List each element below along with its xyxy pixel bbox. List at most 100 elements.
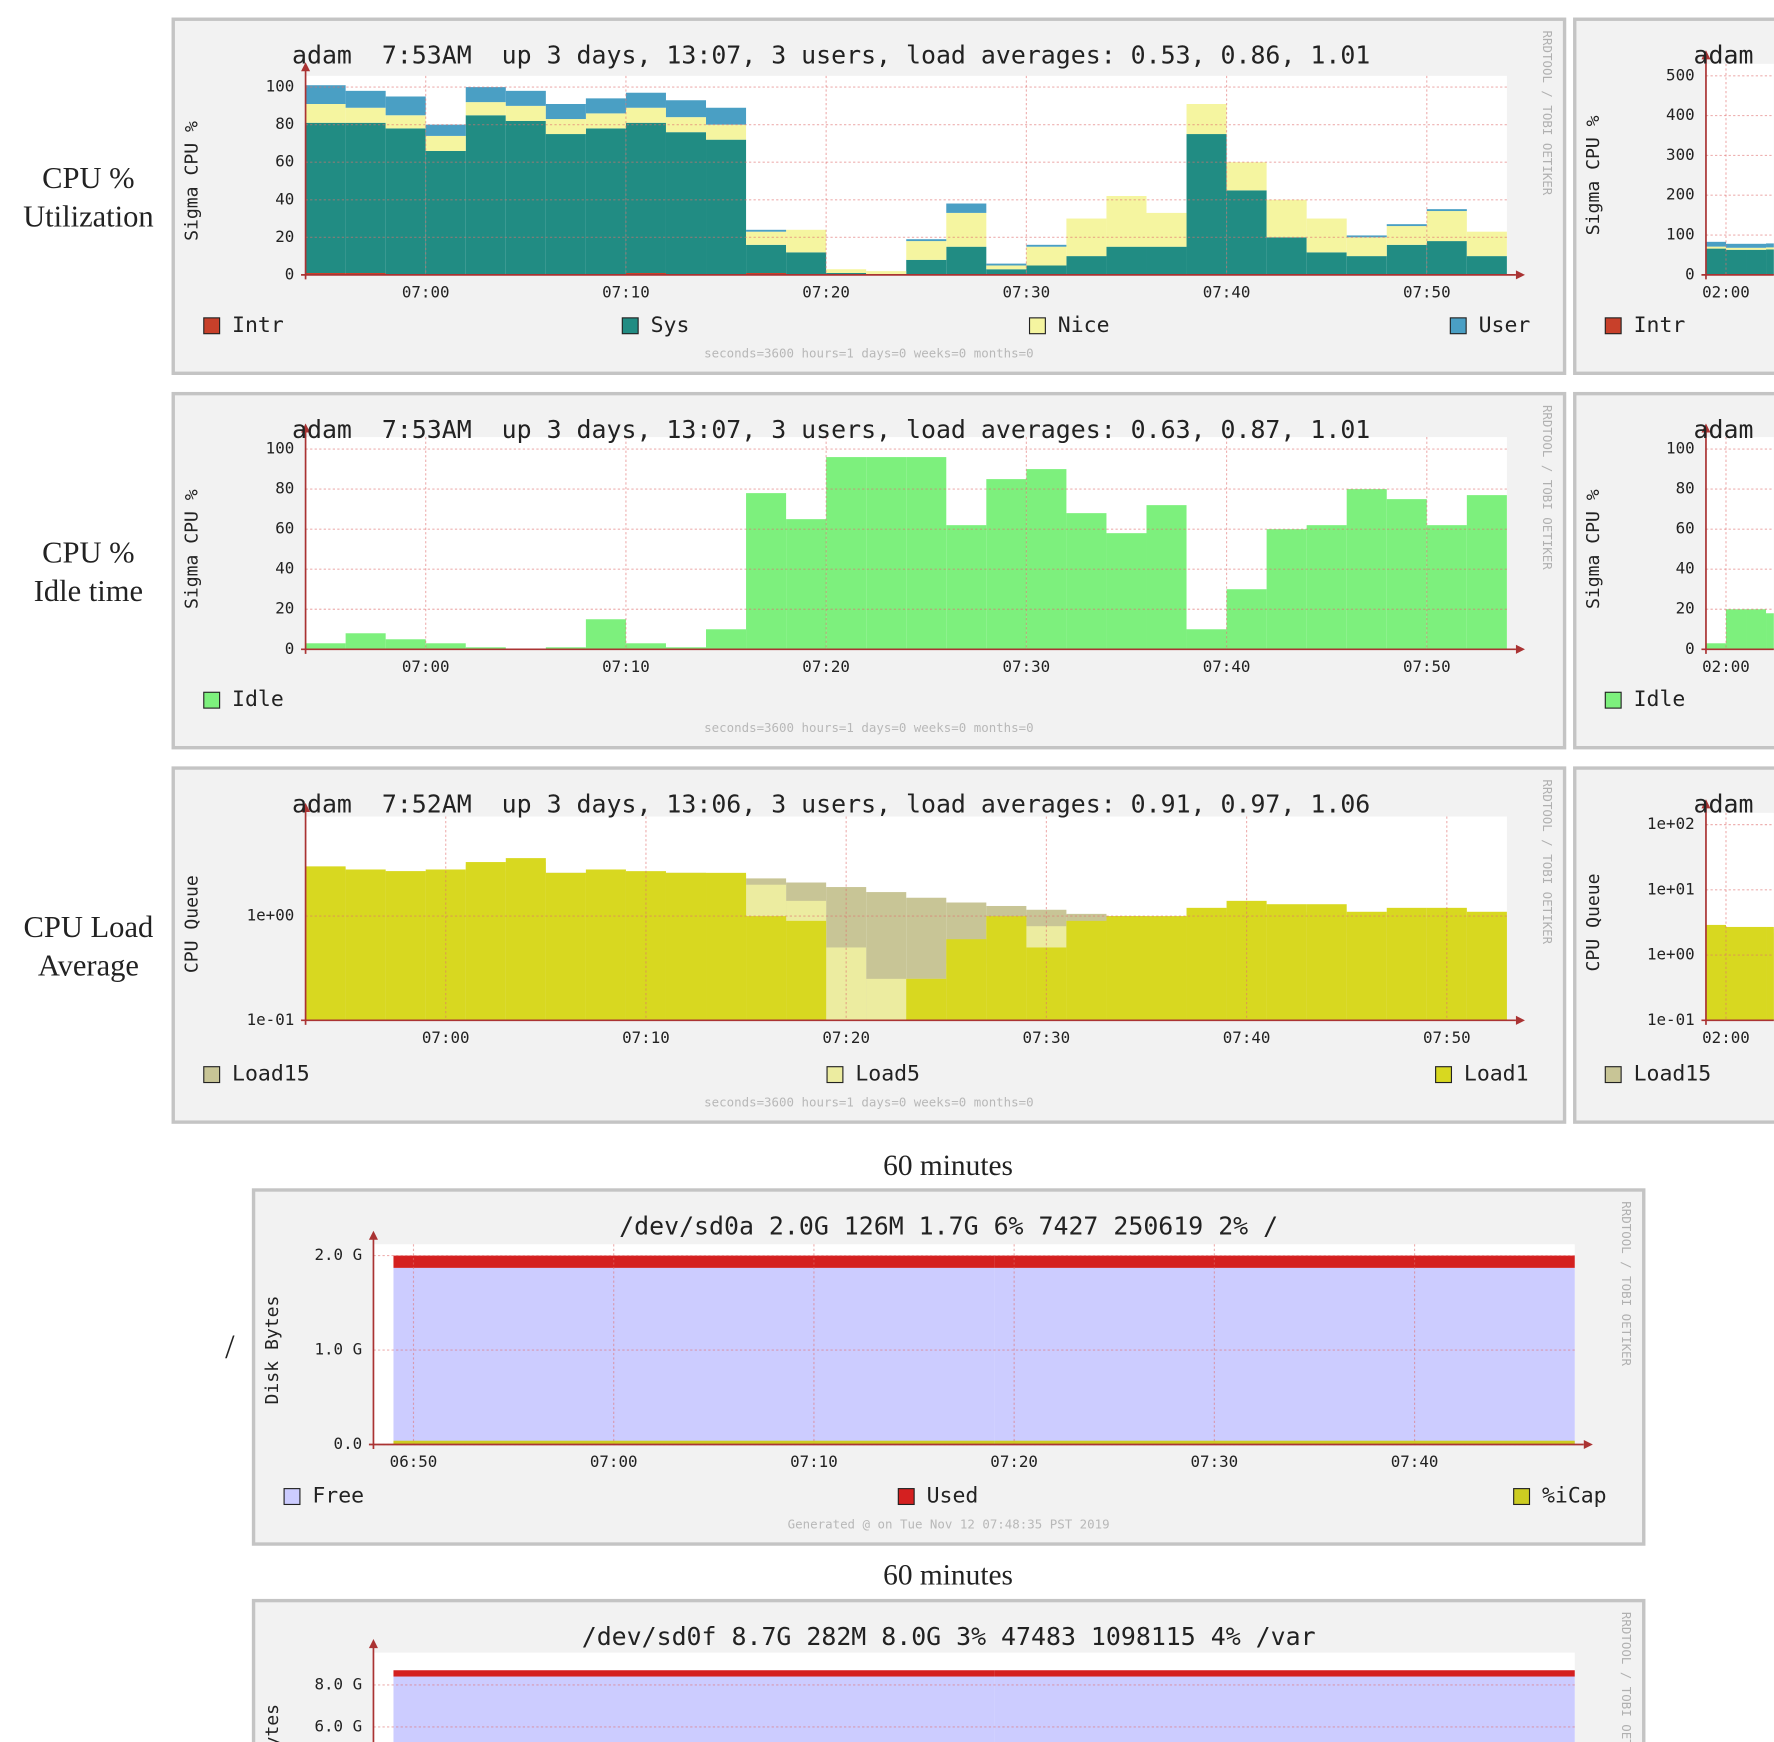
area-step [1426, 241, 1467, 275]
area-step [465, 862, 506, 1021]
area-step [1466, 231, 1507, 257]
area-step [305, 85, 346, 104]
area-step [1066, 920, 1107, 1021]
area-step [665, 132, 707, 275]
legend-swatch [1435, 1066, 1453, 1084]
x-tick-label: 07:50 [1403, 282, 1451, 301]
legend-label: Load1 [1464, 1062, 1529, 1087]
area-step [826, 457, 867, 650]
area-step [585, 869, 626, 1021]
area-step [746, 231, 787, 245]
area-step [1346, 237, 1387, 257]
y-tick-label: 500 [1666, 65, 1695, 84]
y-tick-label: 1.0 G [314, 1340, 362, 1359]
y-tick-label: 60 [1676, 519, 1695, 538]
area-step [1306, 218, 1347, 253]
legend-label: %iCap [1542, 1484, 1607, 1509]
section-title: 60 minutes [883, 1150, 1013, 1182]
y-tick-label: 80 [275, 479, 294, 498]
area-step [986, 265, 1027, 270]
area-step [1266, 199, 1307, 238]
legend-label: Used [927, 1484, 979, 1509]
area-step [946, 246, 987, 275]
area-step [786, 920, 827, 1021]
area-step [1146, 246, 1187, 275]
legend-swatch [1604, 317, 1622, 335]
legend-label: User [1479, 313, 1531, 338]
y-tick-label: 200 [1666, 185, 1695, 204]
path-label: / [225, 1328, 235, 1365]
y-tick-label: 1e+00 [247, 906, 295, 925]
area-step [385, 128, 426, 275]
legend-swatch [621, 317, 639, 335]
area-step [585, 619, 626, 650]
y-tick-label: 80 [1676, 479, 1695, 498]
area-step [986, 263, 1027, 266]
legend-label: Load15 [1634, 1062, 1712, 1087]
area-step [866, 978, 907, 1021]
x-tick-label: 02:00 [1702, 282, 1750, 301]
area-step [393, 1267, 995, 1445]
area-step [385, 96, 426, 116]
row-label: CPU Load [24, 910, 154, 944]
area-step [1725, 247, 1747, 250]
area-step [906, 978, 947, 1021]
area-step [1725, 609, 1747, 650]
area-step [305, 866, 346, 1021]
legend-label: Load5 [855, 1062, 920, 1087]
area-step [994, 1255, 1575, 1268]
area-step [994, 1670, 1575, 1677]
y-axis-label: CPU Queue [181, 875, 202, 973]
area-step [345, 122, 386, 273]
area-step [425, 124, 466, 136]
area-step [505, 90, 546, 106]
area-step [706, 139, 747, 275]
x-tick-label: 07:20 [802, 657, 850, 676]
chart-title: /dev/sd0a 2.0G 126M 1.7G 6% 7427 250619 … [619, 1211, 1278, 1240]
area-step [1226, 162, 1267, 191]
area-step [1026, 244, 1067, 247]
area-step [706, 124, 747, 140]
area-step [906, 241, 947, 260]
area-step [505, 105, 546, 121]
y-tick-label: 40 [275, 189, 294, 208]
chart-title: /dev/sd0f 8.7G 282M 8.0G 3% 47483 109811… [582, 1622, 1316, 1651]
area-step [1146, 212, 1187, 247]
area-step [545, 134, 586, 275]
area-step [1766, 247, 1774, 250]
chart-title: adam [1694, 789, 1754, 818]
area-step [393, 1255, 995, 1268]
area-step [1226, 190, 1267, 275]
y-axis-arrow [368, 1639, 378, 1649]
legend-swatch [1604, 1066, 1622, 1084]
y-tick-label: 40 [275, 559, 294, 578]
legend-swatch [1604, 691, 1622, 709]
area-step [1746, 609, 1767, 650]
chart-title: adam 7:53AM up 3 days, 13:07, 3 users, l… [292, 41, 1370, 70]
area-step [665, 872, 707, 1021]
y-tick-label: 60 [275, 152, 294, 171]
x-tick-label: 07:30 [1191, 1452, 1239, 1471]
y-axis-label: Sigma CPU % [181, 121, 202, 241]
area-step [1186, 103, 1227, 135]
legend-label: Idle [232, 687, 284, 712]
watermark: RRDTOOL / TOBI OETIKER [1619, 1612, 1634, 1742]
area-step [585, 98, 626, 114]
y-tick-label: 40 [1676, 559, 1695, 578]
area-step [505, 858, 546, 1021]
y-axis-arrow [1701, 423, 1711, 433]
x-tick-label: 07:10 [602, 657, 650, 676]
y-tick-label: 100 [266, 77, 295, 96]
area-step [345, 869, 386, 1021]
chart-title: adam 7:53AM up 3 days, 13:07, 3 users, l… [292, 415, 1370, 444]
footer: seconds=3600 hours=1 days=0 weeks=0 mont… [704, 346, 1033, 361]
area-step [305, 103, 346, 123]
footer: seconds=3600 hours=1 days=0 weeks=0 mont… [704, 1094, 1033, 1109]
area-step [1386, 907, 1427, 1021]
area-step [706, 107, 747, 125]
area-step [986, 269, 1027, 275]
legend-label: Nice [1058, 313, 1110, 338]
x-tick-label: 07:10 [790, 1452, 838, 1471]
y-tick-label: 1e+00 [1647, 945, 1695, 964]
